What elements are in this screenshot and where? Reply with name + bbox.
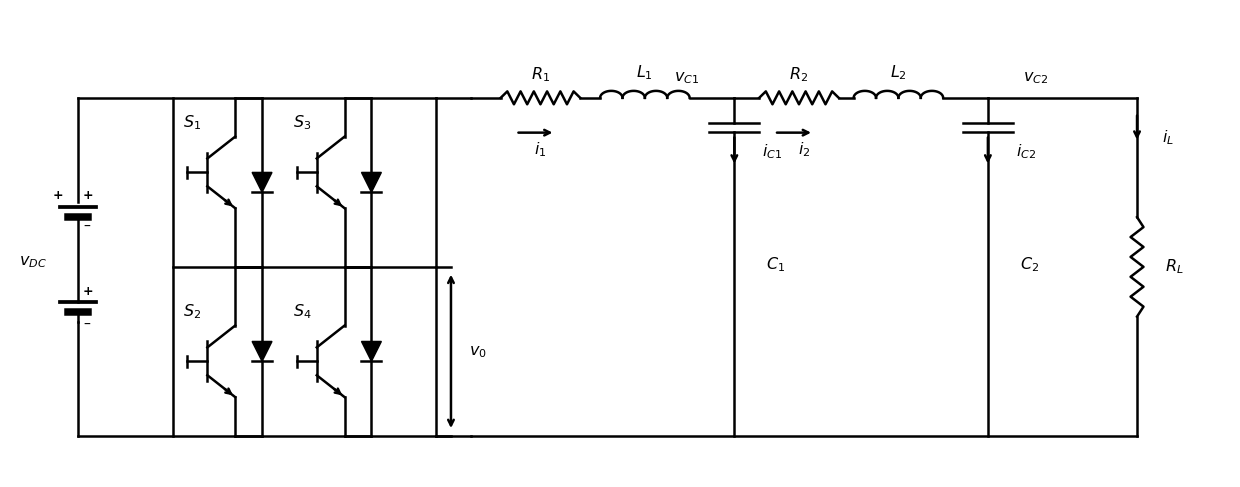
Text: –: – [83,318,91,332]
Polygon shape [252,341,272,361]
Text: $S_1$: $S_1$ [184,113,202,132]
Polygon shape [362,172,382,192]
Text: $v_{C1}$: $v_{C1}$ [675,70,699,87]
Polygon shape [252,172,272,192]
Text: $i_2$: $i_2$ [797,140,810,159]
Text: $L_1$: $L_1$ [636,64,653,82]
Text: $S_3$: $S_3$ [293,113,311,132]
Text: $R_2$: $R_2$ [790,66,808,84]
Text: $R_L$: $R_L$ [1164,258,1183,276]
Text: +: + [83,189,94,202]
Text: –: – [83,220,91,234]
Polygon shape [362,341,382,361]
Text: +: + [52,189,63,202]
Text: $i_{C1}$: $i_{C1}$ [763,142,782,161]
Text: $C_2$: $C_2$ [1019,255,1039,274]
Text: $S_4$: $S_4$ [293,302,311,321]
Text: $L_2$: $L_2$ [890,64,906,82]
Text: $C_1$: $C_1$ [766,255,785,274]
Text: $v_{C2}$: $v_{C2}$ [1023,70,1048,87]
Text: $S_2$: $S_2$ [184,302,202,321]
Text: $v_0$: $v_0$ [469,343,486,360]
Text: $R_1$: $R_1$ [531,66,551,84]
Text: $v_{DC}$: $v_{DC}$ [20,253,47,270]
Text: +: + [83,285,94,298]
Text: $i_1$: $i_1$ [534,140,547,159]
Text: $i_{C2}$: $i_{C2}$ [1016,142,1035,161]
Text: $i_L$: $i_L$ [1162,128,1174,147]
